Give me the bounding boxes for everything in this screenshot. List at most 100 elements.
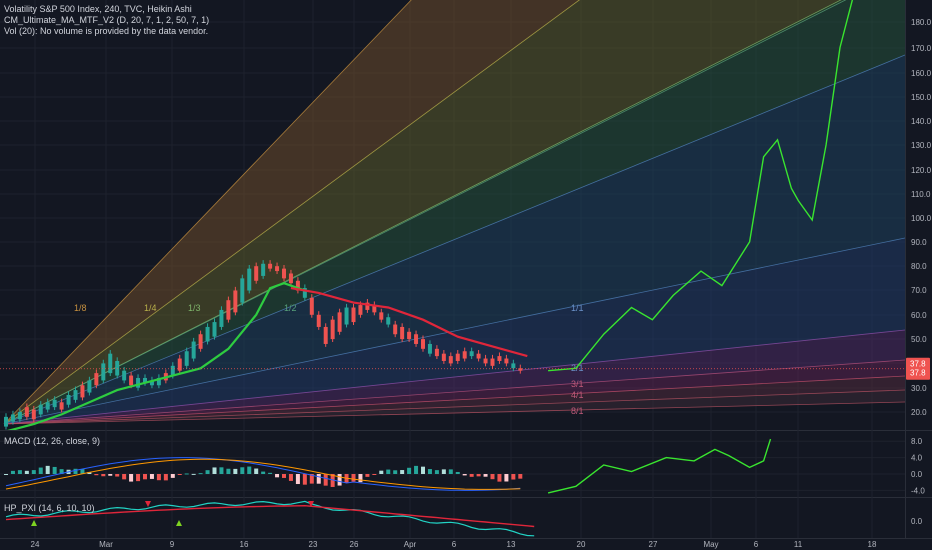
candle: [518, 368, 523, 371]
fan-ray: [3, 237, 905, 425]
candle: [66, 394, 71, 405]
candle: [205, 326, 210, 342]
macd-histogram-bar: [268, 472, 273, 474]
candle: [177, 358, 182, 371]
macd-histogram-bar: [233, 468, 238, 474]
ma-line-green: [7, 282, 306, 430]
fan-label: 1/2: [284, 303, 297, 313]
fan-label: 3/1: [571, 379, 584, 389]
pxi-indicator-label[interactable]: HP_PXI (14, 6, 10, 10): [4, 503, 95, 513]
y-tick-label: 150.0: [911, 93, 932, 102]
macd-histogram-bar: [414, 465, 419, 474]
macd-histogram-bar: [87, 471, 92, 474]
macd-histogram-bar: [163, 474, 168, 481]
x-tick-label: 13: [507, 540, 516, 549]
axes-layer: 20.030.040.050.060.070.080.090.0100.0110…: [31, 18, 932, 549]
candle: [295, 280, 300, 291]
candle: [372, 305, 377, 313]
ma-indicator-label[interactable]: CM_Ultimate_MA_MTF_V2 (D, 20, 7, 1, 2, 5…: [4, 15, 210, 25]
macd-histogram-bar: [129, 474, 134, 482]
volume-indicator-label[interactable]: Vol (20): No volume is provided by the d…: [4, 26, 209, 36]
macd-histogram-bar: [177, 474, 182, 475]
x-tick-label: 18: [868, 540, 877, 549]
x-tick-label: 6: [754, 540, 759, 549]
macd-histogram-bar: [240, 467, 245, 474]
price-tag-label: 37.8: [910, 360, 926, 369]
macd-histogram-bar: [462, 474, 467, 476]
macd-histogram-bar: [101, 474, 106, 477]
fan-ray: [3, 0, 412, 425]
candle: [254, 266, 259, 281]
macd-histogram-bar: [316, 474, 321, 484]
candle: [302, 288, 307, 298]
candle: [136, 377, 141, 388]
macd-histogram-bar: [212, 467, 217, 474]
macd-histogram-bar: [469, 474, 474, 477]
macd-histogram-bar: [205, 470, 210, 474]
macd-histogram-bar: [323, 474, 328, 486]
macd-histogram-bar: [511, 474, 516, 480]
macd-histogram-bar: [407, 467, 412, 474]
macd-histogram-bar: [73, 468, 78, 474]
macd-histogram-bar: [483, 474, 488, 477]
candle: [143, 377, 147, 383]
x-tick-label: 6: [452, 540, 457, 549]
candle: [122, 370, 127, 381]
sell-signal-marker: [308, 501, 314, 507]
macd-histogram-bar: [10, 470, 15, 474]
macd-histogram-bar: [386, 469, 391, 474]
fan-ray: [3, 0, 580, 425]
symbol-title[interactable]: Volatility S&P 500 Index, 240, TVC, Heik…: [4, 4, 192, 14]
macd-histogram-bar: [198, 473, 203, 475]
macd-histogram-bar: [309, 474, 314, 484]
candle: [233, 290, 238, 313]
macd-histogram-bar: [45, 465, 50, 474]
ma-line-red: [290, 287, 528, 358]
candle: [170, 365, 175, 376]
y-tick-label: 30.0: [911, 384, 927, 393]
macd-histogram-bar: [143, 474, 147, 480]
fan-label: 1/3: [188, 303, 201, 313]
candle: [379, 312, 384, 320]
candle: [288, 273, 293, 284]
y-tick-label: 110.0: [911, 190, 931, 199]
x-tick-label: 23: [309, 540, 318, 549]
macd-histogram-bar: [400, 470, 405, 474]
macd-histogram-bar: [427, 469, 432, 474]
macd-histogram-bar: [448, 469, 453, 474]
candle: [268, 263, 273, 269]
macd-histogram-bar: [122, 474, 127, 480]
macd-histogram-bar: [518, 474, 523, 479]
macd-histogram-bar: [455, 471, 460, 474]
candle: [115, 360, 120, 376]
y-tick-label: 70.0: [911, 286, 927, 295]
macd-histogram-bar: [365, 474, 370, 477]
macd-y-tick: 8.0: [911, 437, 923, 446]
macd-y-tick: 0.0: [911, 470, 923, 479]
candles-layer: [4, 260, 523, 430]
macd-histogram-bar: [80, 469, 85, 474]
candle: [455, 353, 460, 361]
macd-histogram-bar: [421, 466, 425, 474]
macd-histogram-bar: [156, 474, 161, 481]
pxi-slow-line: [5, 504, 535, 528]
macd-histogram-bar: [226, 468, 231, 474]
drawn-macd-projection: [547, 438, 772, 494]
y-tick-label: 180.0: [911, 18, 932, 27]
fan-ray: [3, 54, 905, 425]
candle: [275, 266, 280, 272]
candle: [504, 358, 509, 364]
candle: [101, 363, 106, 381]
chart-legend: Volatility S&P 500 Index, 240, TVC, Heik…: [4, 4, 209, 37]
macd-indicator-label[interactable]: MACD (12, 26, close, 9): [4, 436, 101, 446]
x-tick-label: 11: [794, 540, 803, 549]
macd-histogram-bar: [490, 474, 495, 480]
candle: [94, 373, 99, 386]
macd-histogram-bar: [191, 473, 196, 475]
candle: [309, 297, 314, 315]
x-tick-label: Apr: [404, 540, 417, 549]
x-tick-label: Mar: [99, 540, 113, 549]
macd-y-tick: -4.0: [911, 486, 925, 495]
candle: [434, 348, 439, 357]
